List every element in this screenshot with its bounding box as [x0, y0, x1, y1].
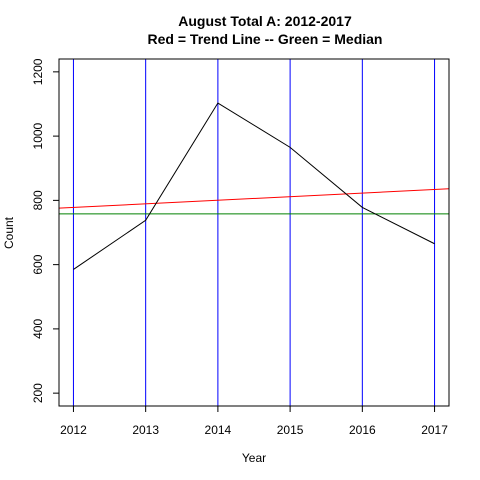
y-axis-label: Count: [2, 216, 16, 249]
x-tick-label-2012: 2012: [60, 423, 87, 437]
series-line-0: [73, 102, 435, 270]
x-tick-label-2016: 2016: [349, 423, 376, 437]
y-tick-label-400: 400: [31, 319, 45, 339]
y-axis: 200 400 600 800 1000 1200: [31, 58, 60, 403]
plot-frame: [58, 58, 450, 407]
x-tick-label-2015: 2015: [277, 423, 304, 437]
reference-line-group: [58, 188, 450, 215]
y-tick-label-1000: 1000: [31, 122, 45, 149]
series-group: [73, 102, 435, 270]
chart-subtitle: Red = Trend Line -- Green = Median: [148, 31, 383, 47]
y-tick-label-200: 200: [31, 383, 45, 403]
y-tick-label-800: 800: [31, 190, 45, 210]
vertical-line-group: [72, 59, 436, 406]
x-tick-label-2017: 2017: [421, 423, 448, 437]
chart-title: August Total A: 2012-2017: [178, 13, 352, 29]
trend-line: [58, 188, 450, 209]
y-tick-label-1200: 1200: [31, 58, 45, 85]
x-axis-label: Year: [242, 451, 266, 465]
y-tick-label-600: 600: [31, 254, 45, 274]
x-axis: 2012 2013 2014 2015 2016 2017: [60, 406, 448, 437]
x-tick-label-2013: 2013: [132, 423, 159, 437]
x-tick-label-2014: 2014: [205, 423, 232, 437]
